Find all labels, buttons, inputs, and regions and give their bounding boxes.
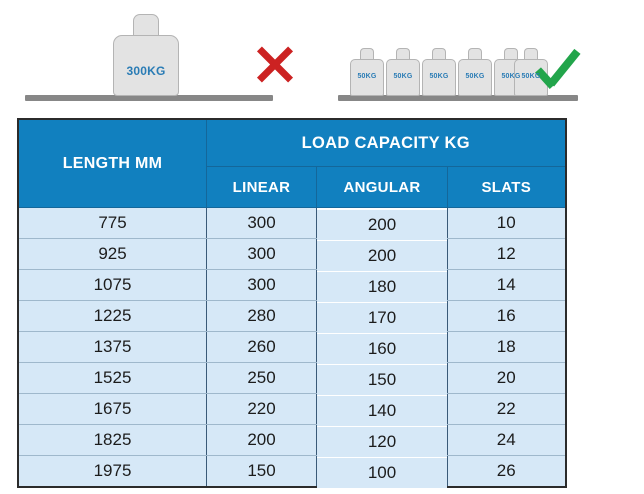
weight-body	[458, 59, 492, 96]
weight-50kg-icon: 50KG	[458, 48, 492, 96]
table-header-row-2: LINEAR ANGULAR SLATS	[18, 166, 566, 208]
load-distribution-illustration: 300KG 50KG 50KG 50KG 50KG 50KG 50KG	[0, 0, 644, 110]
weight-handle	[468, 48, 482, 60]
cell-linear: 150	[206, 455, 317, 488]
table-row: 1525 250 150 20	[18, 362, 566, 396]
table-row: 775 300 200 10	[18, 207, 566, 241]
cell-linear: 250	[206, 362, 317, 394]
cell-slats: 12	[447, 238, 566, 270]
cell-angular: 180	[316, 271, 448, 303]
weight-50kg-icon: 50KG	[386, 48, 420, 96]
cross-icon	[253, 42, 297, 86]
cell-slats: 22	[447, 393, 566, 425]
weight-50kg-label: 50KG	[465, 73, 485, 80]
cell-length: 1675	[18, 393, 207, 425]
weight-body	[386, 59, 420, 96]
cell-linear: 260	[206, 331, 317, 363]
cell-length: 1375	[18, 331, 207, 363]
ground-bar-right	[338, 95, 578, 101]
cell-linear: 280	[206, 300, 317, 332]
table-header: LENGTH mm LOAD CAPACITY kg LINEAR ANGULA…	[17, 118, 566, 208]
cell-slats: 10	[447, 207, 566, 239]
cell-angular: 170	[316, 302, 448, 334]
weight-300kg-label: 300KG	[126, 64, 166, 78]
cell-angular: 140	[316, 395, 448, 427]
table-row: 1675 220 140 22	[18, 393, 566, 427]
check-stroke-long	[547, 48, 581, 87]
weight-50kg-label: 50KG	[521, 73, 541, 80]
table-header-row-1: LENGTH mm LOAD CAPACITY kg	[17, 118, 566, 208]
weight-handle	[396, 48, 410, 60]
cell-slats: 16	[447, 300, 566, 332]
table-row: 1075 300 180 14	[18, 269, 566, 303]
column-header-length: LENGTH mm	[17, 118, 207, 208]
cell-length: 1825	[18, 424, 207, 456]
weight-body	[113, 35, 179, 96]
cell-length: 775	[18, 207, 207, 239]
weight-50kg-label: 50KG	[393, 73, 413, 80]
weight-handle	[360, 48, 374, 60]
load-capacity-table: LENGTH mm LOAD CAPACITY kg LINEAR ANGULA…	[17, 118, 567, 490]
column-header-slats: SLATS	[447, 166, 566, 208]
weight-50kg-icon: 50KG	[514, 48, 548, 96]
table-row: 1375 260 160 18	[18, 331, 566, 365]
cell-slats: 26	[447, 455, 566, 488]
column-header-angular: ANGULAR	[316, 166, 448, 208]
table-row: 1825 200 120 24	[18, 424, 566, 458]
column-header-linear: LINEAR	[206, 166, 317, 208]
weight-300kg-icon: 300KG	[113, 14, 179, 96]
cell-linear: 220	[206, 393, 317, 425]
weight-body	[350, 59, 384, 96]
cell-slats: 14	[447, 269, 566, 301]
ground-bar-left	[25, 95, 273, 101]
weight-handle	[504, 48, 518, 60]
cell-slats: 18	[447, 331, 566, 363]
table-body: 775 300 200 10 925 300 200 12 1075 300 1…	[18, 207, 566, 490]
table-row: 1225 280 170 16	[18, 300, 566, 334]
cell-angular: 200	[316, 209, 448, 241]
weight-handle	[133, 14, 159, 36]
cell-angular: 100	[316, 457, 448, 490]
cell-slats: 20	[447, 362, 566, 394]
weight-50kg-label: 50KG	[429, 73, 449, 80]
weight-handle	[524, 48, 538, 60]
cell-angular: 120	[316, 426, 448, 458]
weight-body	[422, 59, 456, 96]
weight-50kg-icon: 50KG	[350, 48, 384, 96]
cell-length: 1075	[18, 269, 207, 301]
cell-linear: 200	[206, 424, 317, 456]
check-icon	[534, 42, 586, 90]
cell-angular: 150	[316, 364, 448, 396]
table-row: 1975 150 100 26	[18, 455, 566, 490]
cell-linear: 300	[206, 238, 317, 270]
cell-linear: 300	[206, 207, 317, 239]
column-header-load-capacity: LOAD CAPACITY kg	[206, 118, 566, 167]
cell-length: 1525	[18, 362, 207, 394]
cell-angular: 160	[316, 333, 448, 365]
cell-slats: 24	[447, 424, 566, 456]
weight-50kg-icon: 50KG	[422, 48, 456, 96]
weight-50kg-label: 50KG	[501, 73, 521, 80]
table-row: 925 300 200 12	[18, 238, 566, 272]
cell-length: 1225	[18, 300, 207, 332]
cell-length: 925	[18, 238, 207, 270]
weight-handle	[432, 48, 446, 60]
weight-50kg-label: 50KG	[357, 73, 377, 80]
cell-angular: 200	[316, 240, 448, 272]
cell-length: 1975	[18, 455, 207, 488]
cell-linear: 300	[206, 269, 317, 301]
